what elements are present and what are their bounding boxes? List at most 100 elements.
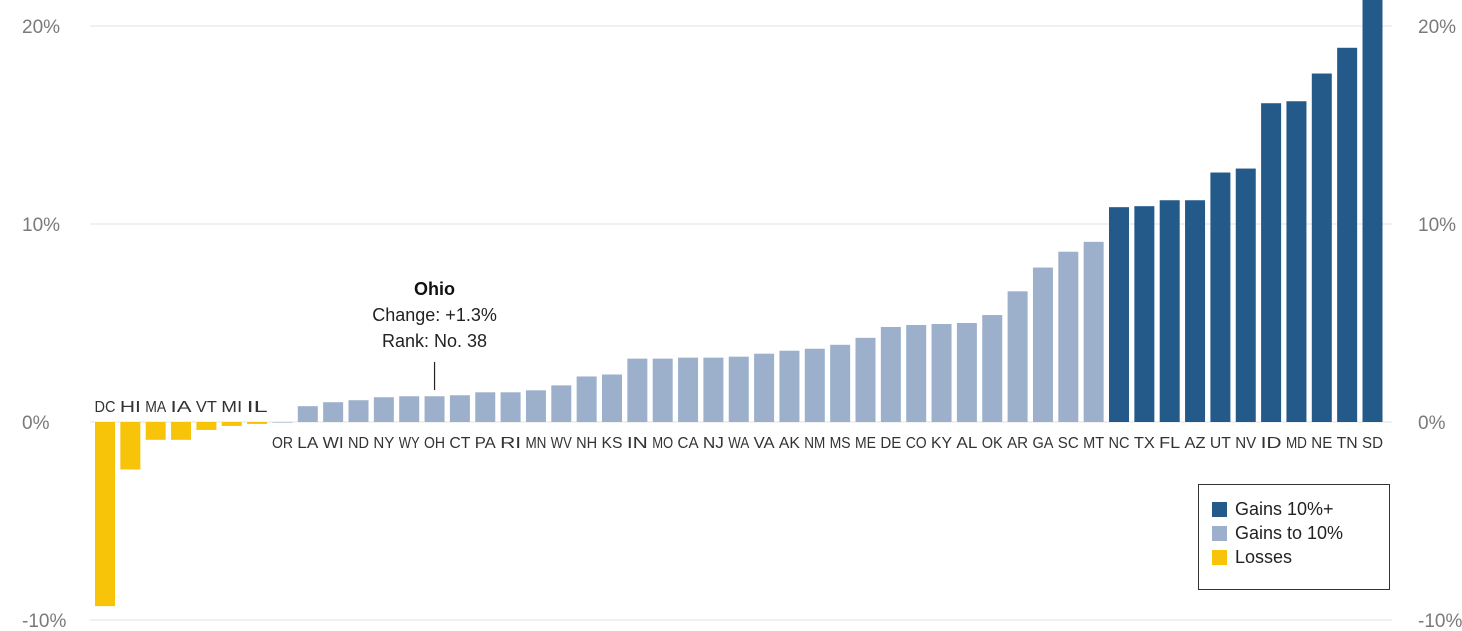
category-label-wi: WI <box>323 435 344 452</box>
bar-wi <box>323 402 344 422</box>
y-tick-label-right: 0% <box>1418 413 1446 434</box>
y-tick-label-left: -10% <box>22 611 66 631</box>
bar-ok <box>982 315 1003 422</box>
bar-az <box>1185 200 1206 422</box>
bar-ri <box>500 392 521 422</box>
category-label-az: AZ <box>1185 435 1206 452</box>
bar-ar <box>1007 291 1028 422</box>
annotation-title: Ohio <box>414 279 455 299</box>
category-label-ia: IA <box>171 399 193 416</box>
bar-or <box>272 422 293 423</box>
legend-item-gain: Gains to 10% <box>1212 521 1389 545</box>
bar-la <box>297 406 318 422</box>
bar-ms <box>830 344 851 422</box>
category-label-tx: TX <box>1134 435 1156 452</box>
category-label-ga: GA <box>1032 435 1054 452</box>
category-label-md: MD <box>1286 435 1307 452</box>
category-label-pa: PA <box>475 435 497 452</box>
legend-item-loss: Losses <box>1212 545 1389 569</box>
bar-in <box>627 358 648 422</box>
y-tick-label-right: 20% <box>1418 17 1456 38</box>
category-label-wa: WA <box>728 435 750 452</box>
bar-ca <box>678 357 699 422</box>
category-label-hi: HI <box>120 399 141 416</box>
bar-ma <box>145 422 166 440</box>
category-label-nj: NJ <box>703 435 724 452</box>
category-label-ar: AR <box>1007 435 1028 452</box>
bar-wy <box>399 396 420 422</box>
category-label-de: DE <box>880 435 901 452</box>
category-label-nh: NH <box>576 435 597 452</box>
bar-pa <box>475 392 496 422</box>
bar-me <box>855 337 876 422</box>
category-label-wv: WV <box>551 435 573 452</box>
ohio-annotation: Ohio Change: +1.3% Rank: No. 38 <box>372 279 497 390</box>
bar-vt <box>196 422 217 430</box>
category-label-ms: MS <box>830 435 851 452</box>
category-label-tn: TN <box>1337 435 1358 452</box>
category-label-fl: FL <box>1159 435 1180 452</box>
category-label-oh: OH <box>424 435 445 452</box>
bar-ks <box>602 374 622 422</box>
category-label-sc: SC <box>1058 435 1079 452</box>
category-label-id: ID <box>1261 435 1282 452</box>
category-label-me: ME <box>855 435 876 452</box>
category-label-wy: WY <box>399 435 420 452</box>
category-label-ky: KY <box>931 435 952 452</box>
bar-nv <box>1235 168 1256 422</box>
legend-swatch-loss <box>1212 549 1227 565</box>
category-label-nm: NM <box>804 435 825 452</box>
category-label-ks: KS <box>602 435 623 452</box>
category-label-ok: OK <box>982 435 1004 452</box>
bar-ia <box>171 422 192 440</box>
bar-co <box>906 324 927 422</box>
bar-tn <box>1337 47 1358 422</box>
category-label-mt: MT <box>1083 435 1104 452</box>
category-label-mo: MO <box>652 435 673 452</box>
y-tick-label-right: -10% <box>1418 611 1462 631</box>
bar-ky <box>931 323 952 422</box>
category-label-ma: MA <box>145 399 167 416</box>
bar-al <box>956 323 977 422</box>
bar-va <box>754 353 775 422</box>
y-axis-right: -10% 0% 10% 20% <box>1418 17 1462 631</box>
legend: Gains 10%+ Gains to 10% Losses <box>1198 484 1390 590</box>
category-label-or: OR <box>272 435 293 452</box>
category-label-mn: MN <box>525 435 546 452</box>
bar-hi <box>120 422 141 470</box>
category-label-sd: SD <box>1362 435 1383 452</box>
bar-tx <box>1134 206 1155 422</box>
category-label-mi: MI <box>221 399 242 416</box>
category-label-va: VA <box>754 435 776 452</box>
category-label-ut: UT <box>1210 435 1232 452</box>
y-tick-label-left: 20% <box>22 17 60 38</box>
bars <box>95 0 1383 607</box>
bar-sc <box>1058 251 1079 422</box>
category-label-ne: NE <box>1311 435 1332 452</box>
bar-wa <box>728 356 749 422</box>
category-label-la: LA <box>297 435 319 452</box>
bar-ne <box>1311 73 1332 423</box>
category-label-nv: NV <box>1235 435 1257 452</box>
bar-mt <box>1083 241 1104 422</box>
category-label-ri: RI <box>500 435 521 452</box>
category-label-nc: NC <box>1109 435 1130 452</box>
bar-ny <box>373 397 394 422</box>
bar-ct <box>449 395 470 422</box>
category-label-nd: ND <box>348 435 369 452</box>
bar-id <box>1261 103 1282 422</box>
category-labels: DC HI MA IA VT MI IL OR LA WI ND NY WY OH CT PA RI MN WV NH… <box>95 399 1384 452</box>
annotation-change: Change: +1.3% <box>372 305 497 325</box>
annotation-rank: Rank: No. 38 <box>382 331 487 351</box>
category-label-al: AL <box>956 435 977 452</box>
bar-il <box>247 422 268 424</box>
bar-dc <box>95 422 115 607</box>
category-label-ca: CA <box>678 435 700 452</box>
bar-wv <box>551 385 572 422</box>
category-label-ct: CT <box>449 435 471 452</box>
category-label-vt: VT <box>196 399 218 416</box>
legend-swatch-gain <box>1212 525 1227 541</box>
legend-swatch-big <box>1212 501 1227 517</box>
bar-ga <box>1032 267 1053 422</box>
